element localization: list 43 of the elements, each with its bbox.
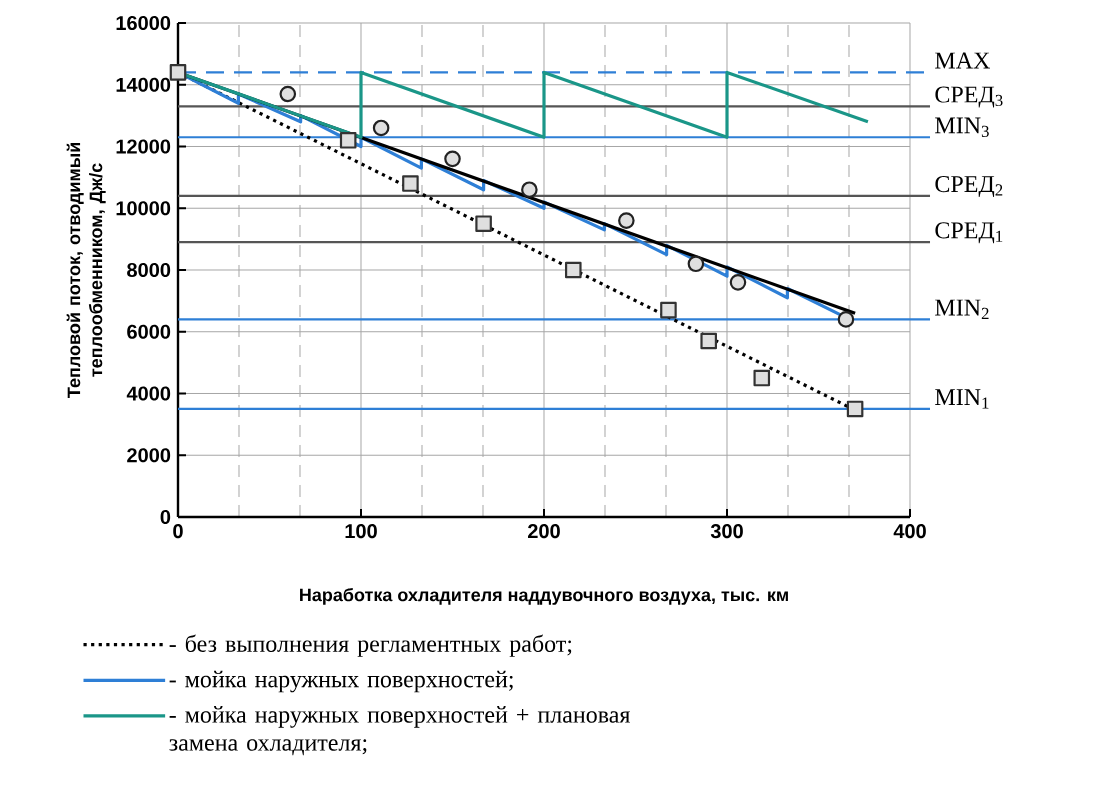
ref-line-label: MAX xyxy=(935,52,990,69)
point xyxy=(729,274,747,291)
point xyxy=(564,261,582,279)
point xyxy=(687,255,705,273)
y-tick-label: 6000 xyxy=(127,324,171,339)
y-tick-label: 2000 xyxy=(127,448,171,463)
point xyxy=(660,301,677,319)
ref-line-label: СРЕД$_{2}$ xyxy=(935,175,1003,198)
legend-label: - без выполнения регламентных работ; xyxy=(169,634,572,657)
ref-line-label: MIN$_{1}$ xyxy=(935,389,989,409)
point xyxy=(846,400,864,418)
y-tick-label: 16000 xyxy=(116,15,171,31)
y-tick-label: 8000 xyxy=(127,262,171,278)
point xyxy=(279,85,297,103)
x-tick-label: 200 xyxy=(528,524,560,539)
ref-line-label: MIN$_{3}$ xyxy=(935,117,989,137)
point xyxy=(753,369,771,387)
x-tick-label: 400 xyxy=(893,524,926,539)
y-tick-label: 0 xyxy=(160,509,171,525)
x-tick-label: 0 xyxy=(173,524,183,539)
y-axis-title: Тепловой поток, отводимый теплообменником, Дж/с xyxy=(66,143,106,398)
ref-line-label: MIN$_{2}$ xyxy=(935,299,989,319)
y-tick-label: 4000 xyxy=(126,386,171,401)
ref-line-label: СРЕД$_{1}$ xyxy=(935,222,1003,244)
point xyxy=(837,311,855,328)
point xyxy=(339,132,357,149)
point xyxy=(402,175,419,192)
point xyxy=(372,119,390,137)
point xyxy=(444,150,461,168)
y-tick-label: 14000 xyxy=(116,77,171,92)
x-tick-label: 300 xyxy=(710,524,743,539)
x-axis-title: Наработка охладителя наддувочного воздуха, тыс. км xyxy=(300,587,788,605)
legend-label: - мойка наружных поверхностей; xyxy=(169,670,513,693)
point xyxy=(169,64,187,81)
legend-label: - мойка наружных поверхностей + плановая замена охладителя; xyxy=(169,706,630,756)
ref-line-label: СРЕД$_{3}$ xyxy=(935,86,1003,108)
point xyxy=(700,332,718,350)
y-tick-label: 12000 xyxy=(116,139,171,154)
point xyxy=(521,181,538,199)
x-tick-label: 100 xyxy=(345,524,377,539)
y-tick-label: 10000 xyxy=(116,201,171,216)
point xyxy=(618,212,635,229)
point xyxy=(475,215,492,232)
